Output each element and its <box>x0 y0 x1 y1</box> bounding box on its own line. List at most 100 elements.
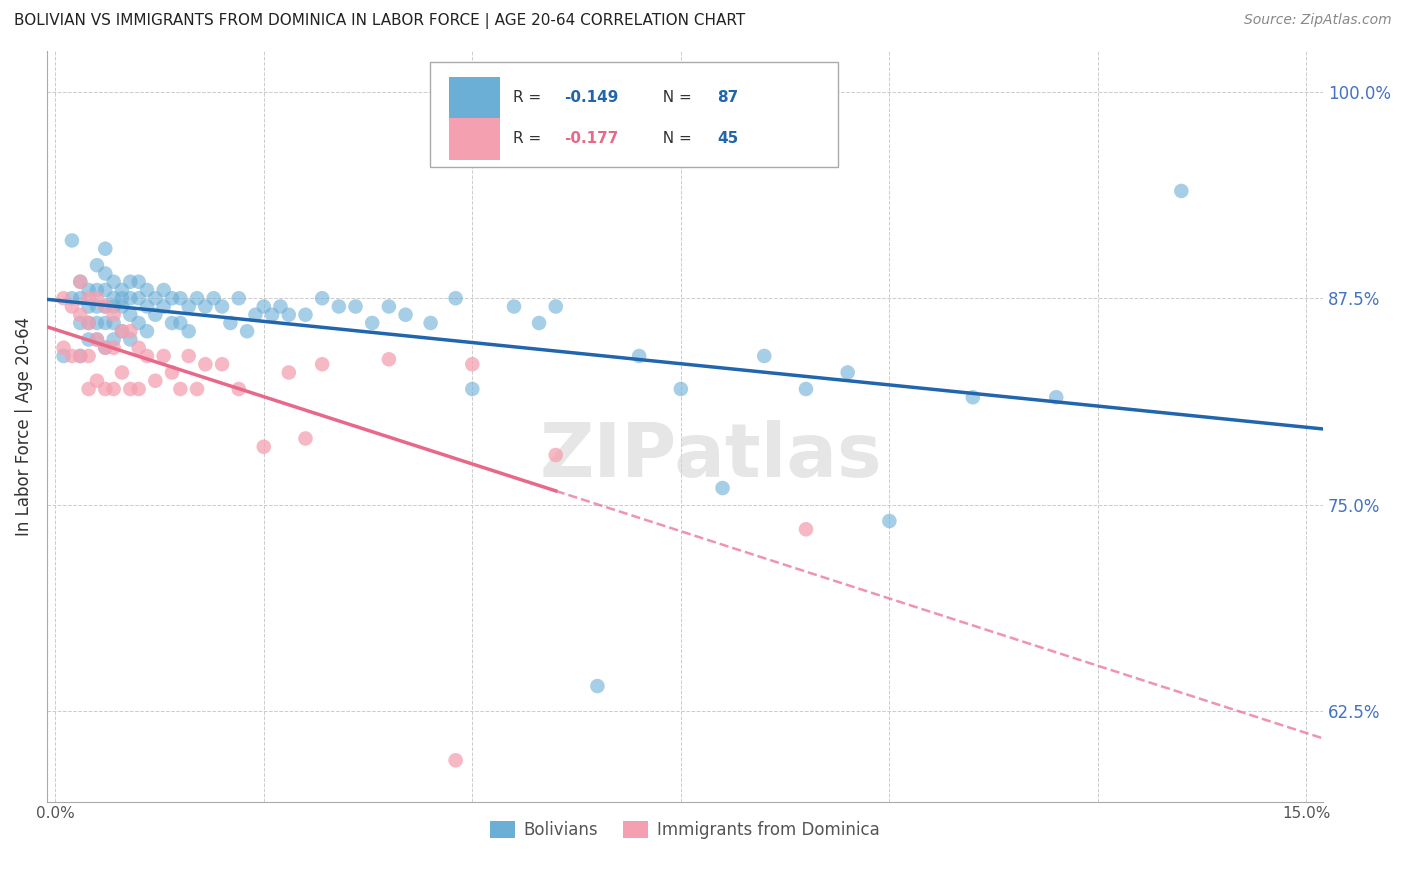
Point <box>86 316 108 330</box>
Point <box>344 300 367 314</box>
Point <box>962 390 984 404</box>
Point <box>294 308 316 322</box>
Point <box>103 316 125 330</box>
Point <box>77 291 100 305</box>
Point <box>186 291 208 305</box>
Point <box>52 341 75 355</box>
Point <box>128 275 150 289</box>
Point <box>245 308 267 322</box>
Point <box>461 357 484 371</box>
Point <box>103 333 125 347</box>
Point <box>711 481 734 495</box>
Point <box>194 357 217 371</box>
Point <box>69 349 91 363</box>
Point <box>94 341 117 355</box>
Point <box>211 300 233 314</box>
Text: R =: R = <box>513 90 546 104</box>
Point <box>262 308 284 322</box>
Point <box>120 324 142 338</box>
Point <box>86 291 108 305</box>
Point <box>143 374 166 388</box>
Point <box>120 275 142 289</box>
Point <box>94 242 117 256</box>
Point <box>136 283 159 297</box>
Point <box>754 349 776 363</box>
Point <box>219 316 242 330</box>
Point <box>128 291 150 305</box>
Point <box>77 316 100 330</box>
Y-axis label: In Labor Force | Age 20-64: In Labor Force | Age 20-64 <box>15 317 32 536</box>
Point <box>228 291 250 305</box>
Point <box>277 366 299 380</box>
Point <box>194 300 217 314</box>
Point <box>69 308 91 322</box>
Point <box>202 291 225 305</box>
Point <box>111 291 134 305</box>
Point <box>269 300 291 314</box>
Point <box>94 316 117 330</box>
Point <box>152 349 174 363</box>
Point <box>177 300 200 314</box>
Point <box>69 275 91 289</box>
Point <box>128 341 150 355</box>
Point <box>69 349 91 363</box>
Point <box>103 300 125 314</box>
Point <box>60 300 83 314</box>
Point <box>143 308 166 322</box>
Point <box>361 316 384 330</box>
Point <box>879 514 901 528</box>
Point <box>169 316 191 330</box>
Point <box>120 382 142 396</box>
Text: N =: N = <box>654 131 697 146</box>
Point <box>103 275 125 289</box>
Point <box>69 291 91 305</box>
Point <box>794 382 817 396</box>
Point <box>120 308 142 322</box>
Point <box>111 324 134 338</box>
Point <box>160 316 183 330</box>
Point <box>152 283 174 297</box>
Point <box>77 333 100 347</box>
Text: R =: R = <box>513 131 546 146</box>
Point <box>527 316 550 330</box>
Point <box>94 341 117 355</box>
Text: BOLIVIAN VS IMMIGRANTS FROM DOMINICA IN LABOR FORCE | AGE 20-64 CORRELATION CHAR: BOLIVIAN VS IMMIGRANTS FROM DOMINICA IN … <box>14 13 745 29</box>
Point <box>253 300 276 314</box>
Point <box>236 324 259 338</box>
Point <box>77 349 100 363</box>
Point <box>94 382 117 396</box>
Point <box>419 316 441 330</box>
Point <box>669 382 692 396</box>
Point <box>86 333 108 347</box>
Point <box>103 291 125 305</box>
Text: -0.149: -0.149 <box>564 90 619 104</box>
Point <box>143 291 166 305</box>
Point <box>86 300 108 314</box>
Point <box>586 679 609 693</box>
Point <box>128 382 150 396</box>
Point <box>461 382 484 396</box>
Point <box>160 291 183 305</box>
Point <box>60 234 83 248</box>
Point <box>177 324 200 338</box>
FancyBboxPatch shape <box>449 77 501 119</box>
Point <box>60 291 83 305</box>
Point <box>128 316 150 330</box>
Point <box>52 291 75 305</box>
Point <box>311 291 333 305</box>
Text: -0.177: -0.177 <box>564 131 619 146</box>
Point <box>444 291 467 305</box>
Point <box>1045 390 1067 404</box>
Point <box>228 382 250 396</box>
Point <box>103 341 125 355</box>
Point <box>177 349 200 363</box>
Point <box>328 300 350 314</box>
Text: 45: 45 <box>717 131 738 146</box>
Point <box>94 283 117 297</box>
Point <box>103 308 125 322</box>
Point <box>152 300 174 314</box>
Point <box>86 374 108 388</box>
Point <box>120 333 142 347</box>
Text: 87: 87 <box>717 90 738 104</box>
Point <box>111 366 134 380</box>
